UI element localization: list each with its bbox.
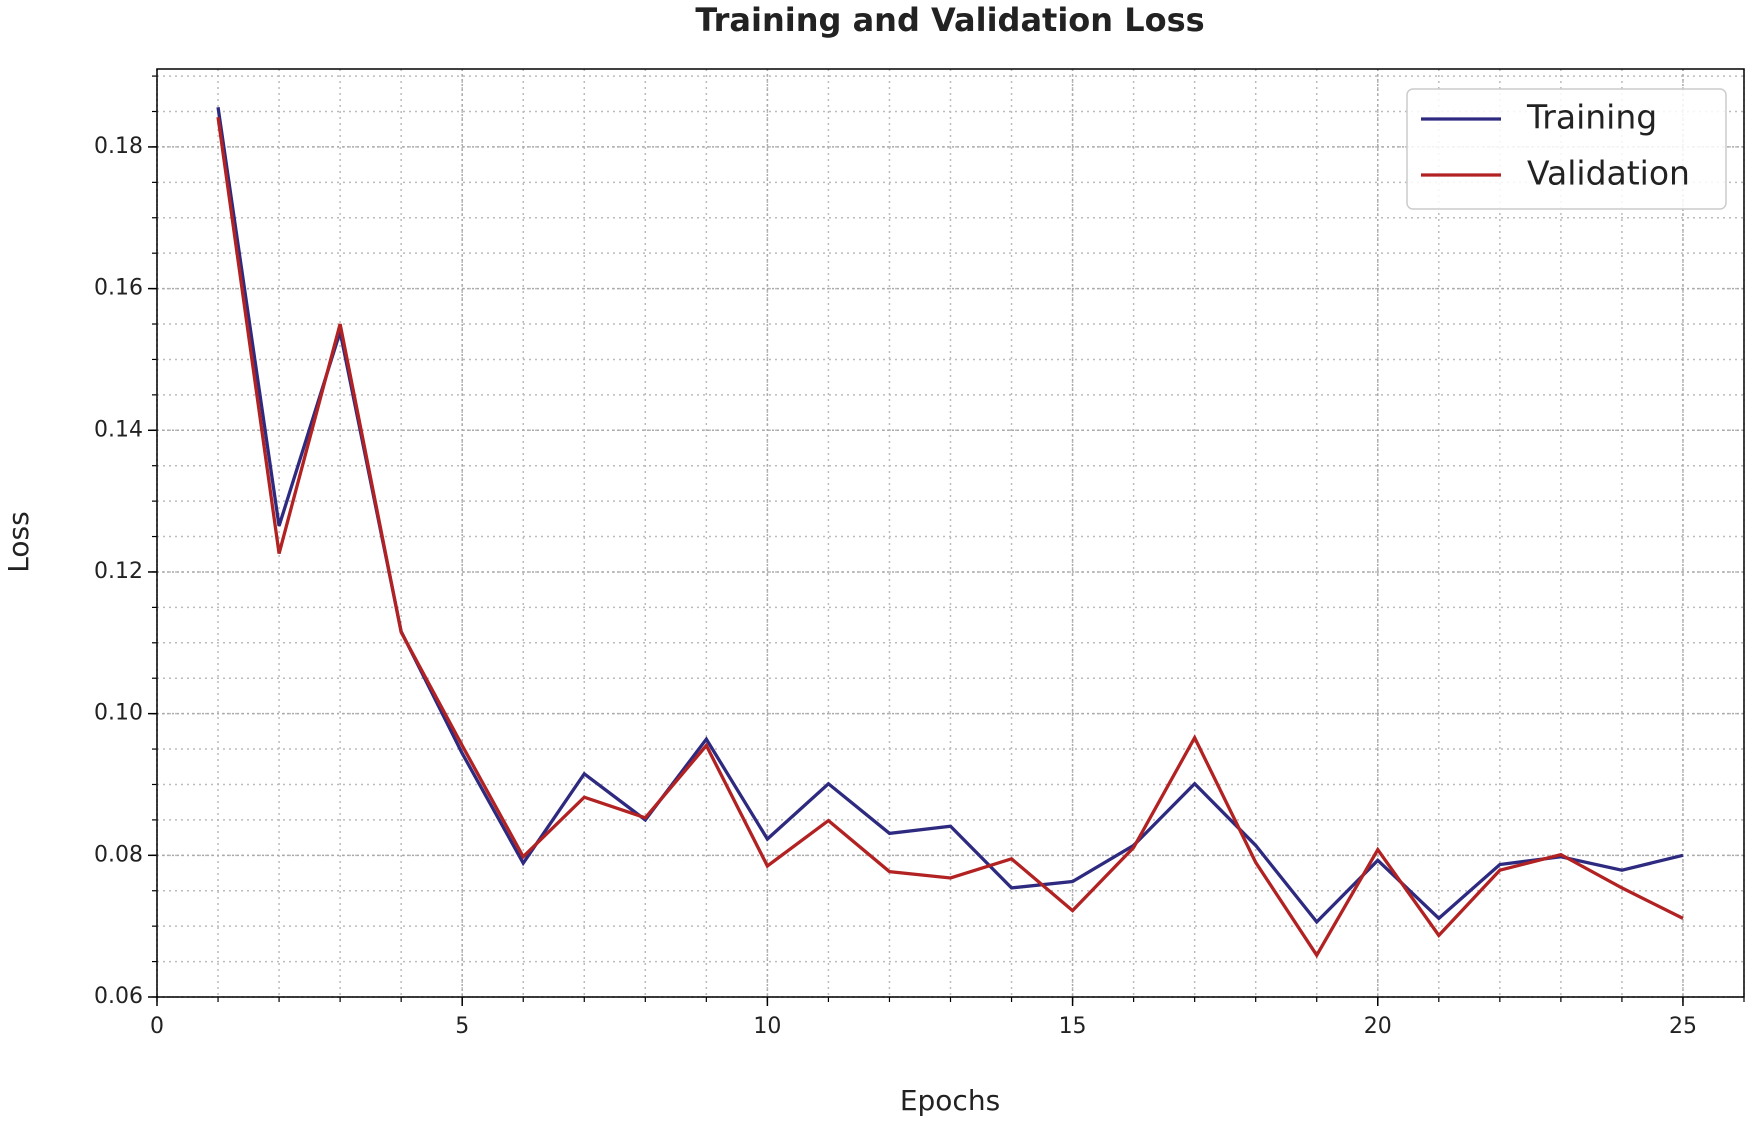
y-tick-label: 0.10 <box>94 701 143 726</box>
y-tick-label: 0.18 <box>94 134 143 159</box>
x-tick-label: 0 <box>150 1014 164 1039</box>
x-axis-label: Epochs <box>900 1084 1000 1117</box>
legend-label: Training <box>1526 98 1657 137</box>
y-tick-label: 0.14 <box>94 417 143 442</box>
series-line <box>216 107 1684 925</box>
legend-label: Validation <box>1527 154 1690 193</box>
plot-frame <box>156 68 1745 998</box>
y-axis-label: Loss <box>2 511 35 572</box>
x-tick-label: 20 <box>1364 1014 1392 1039</box>
y-tick-label: 0.06 <box>94 984 143 1009</box>
y-tick-label: 0.08 <box>94 842 143 867</box>
x-tick-label: 5 <box>455 1014 469 1039</box>
x-tick-label: 25 <box>1669 1014 1697 1039</box>
x-tick-label: 10 <box>753 1014 781 1039</box>
x-tick-label: 15 <box>1059 1014 1087 1039</box>
chart-title: Training and Validation Loss <box>695 1 1204 39</box>
series-line <box>216 116 1684 959</box>
y-tick-label: 0.16 <box>94 276 143 301</box>
y-tick-label: 0.12 <box>94 559 143 584</box>
